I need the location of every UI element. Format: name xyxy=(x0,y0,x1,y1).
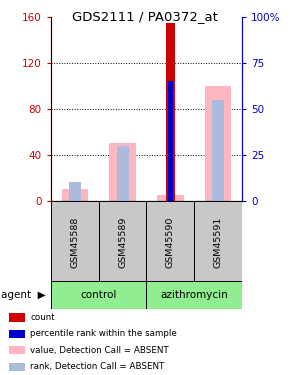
Text: value, Detection Call = ABSENT: value, Detection Call = ABSENT xyxy=(30,346,169,355)
Text: GSM45590: GSM45590 xyxy=(166,217,175,268)
Bar xyxy=(9,330,25,338)
Bar xyxy=(117,146,128,201)
Bar xyxy=(9,363,25,371)
Bar xyxy=(157,195,184,201)
Bar xyxy=(61,189,88,201)
Bar xyxy=(51,201,99,281)
Bar xyxy=(212,100,224,201)
Bar xyxy=(9,314,25,322)
Bar xyxy=(9,346,25,354)
Bar xyxy=(205,86,231,201)
Text: count: count xyxy=(30,313,55,322)
Text: control: control xyxy=(80,290,117,300)
Text: percentile rank within the sample: percentile rank within the sample xyxy=(30,330,177,339)
Text: rank, Detection Call = ABSENT: rank, Detection Call = ABSENT xyxy=(30,362,165,371)
Bar xyxy=(166,22,175,201)
Bar xyxy=(146,201,194,281)
Text: GSM45588: GSM45588 xyxy=(70,217,79,268)
Bar xyxy=(109,143,136,201)
Text: GDS2111 / PA0372_at: GDS2111 / PA0372_at xyxy=(72,10,218,24)
Bar xyxy=(194,201,242,281)
Text: azithromycin: azithromycin xyxy=(160,290,228,300)
Text: GSM45589: GSM45589 xyxy=(118,217,127,268)
Text: GSM45591: GSM45591 xyxy=(214,217,223,268)
Text: agent  ▶: agent ▶ xyxy=(1,290,46,300)
Bar xyxy=(99,201,146,281)
Bar xyxy=(51,281,146,309)
Bar xyxy=(168,81,173,201)
Bar xyxy=(69,182,81,201)
Bar xyxy=(146,281,242,309)
